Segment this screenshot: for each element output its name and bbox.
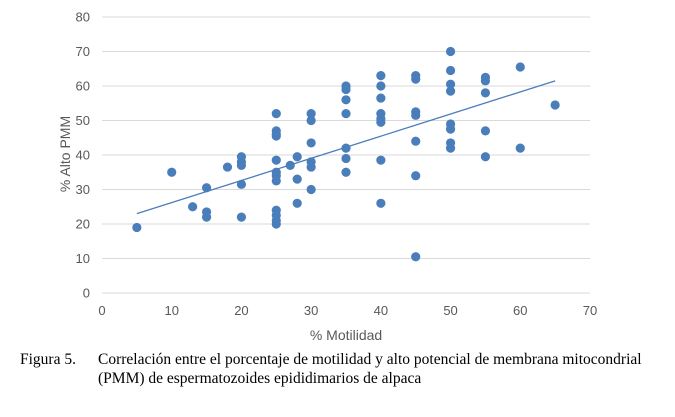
data-point xyxy=(306,115,316,126)
data-point xyxy=(341,153,351,164)
scatter-chart: 0 10 20 30 40 50 60 70 0 10 20 30 40 50 60 70 80 % Moti… xyxy=(57,10,597,344)
data-point xyxy=(285,160,295,170)
data-point xyxy=(550,100,560,110)
data-point xyxy=(271,176,281,186)
data-point xyxy=(341,167,351,177)
figure-caption: Figura 5. Correlación entre el porcentaje… xyxy=(20,350,670,388)
x-tick-label: 60 xyxy=(513,303,527,318)
data-point xyxy=(201,183,212,193)
data-point xyxy=(292,198,302,208)
data-point xyxy=(480,152,491,162)
data-point xyxy=(292,174,302,184)
data-point xyxy=(236,160,247,170)
data-point xyxy=(236,212,247,222)
data-point xyxy=(445,143,456,153)
data-point xyxy=(306,138,316,148)
x-tick-label: 20 xyxy=(234,303,248,318)
data-point xyxy=(167,167,177,177)
data-point xyxy=(445,79,456,89)
data-point xyxy=(306,162,316,172)
caption-text: Correlación entre el porcentaje de motil… xyxy=(98,351,642,387)
data-point xyxy=(480,76,491,86)
data-point xyxy=(341,109,351,119)
data-point xyxy=(271,219,281,229)
data-point xyxy=(271,131,281,141)
data-point xyxy=(271,109,281,119)
data-point xyxy=(445,46,456,57)
x-tick-label: 0 xyxy=(98,303,105,318)
y-tick-label: 20 xyxy=(76,217,90,232)
data-point xyxy=(222,162,233,172)
x-axis-title: % Motilidad xyxy=(310,327,382,343)
data-points xyxy=(132,46,560,262)
x-tick-label: 30 xyxy=(304,303,318,318)
data-point xyxy=(445,124,456,134)
data-point xyxy=(411,110,421,120)
data-point xyxy=(132,222,142,233)
data-point xyxy=(411,136,421,146)
data-point xyxy=(376,117,386,127)
data-point xyxy=(236,179,247,189)
data-point xyxy=(411,74,421,84)
data-point xyxy=(341,95,351,105)
data-point xyxy=(376,93,386,103)
y-tick-label: 30 xyxy=(76,182,90,197)
y-tick-label: 70 xyxy=(76,44,90,59)
data-point xyxy=(306,109,316,119)
data-point xyxy=(515,62,525,72)
data-point xyxy=(306,184,316,195)
y-tick-label: 10 xyxy=(76,251,90,266)
data-point xyxy=(445,65,456,76)
data-point xyxy=(480,88,491,98)
data-point xyxy=(376,198,386,208)
data-point xyxy=(341,84,351,95)
data-point xyxy=(376,81,386,91)
data-point xyxy=(515,143,525,153)
y-tick-label: 0 xyxy=(83,286,90,301)
data-point xyxy=(376,71,386,81)
data-point xyxy=(201,212,212,222)
y-tick-labels: 0 10 20 30 40 50 60 70 80 xyxy=(76,10,90,301)
data-point xyxy=(445,86,456,96)
data-point xyxy=(411,252,421,262)
x-tick-label: 70 xyxy=(583,303,597,318)
y-axis-title: % Alto PMM xyxy=(57,116,73,192)
y-tick-label: 60 xyxy=(76,79,90,94)
data-point xyxy=(188,202,198,212)
caption-label: Figura 5. xyxy=(20,351,76,368)
y-tick-label: 80 xyxy=(76,10,90,25)
x-tick-labels: 0 10 20 30 40 50 60 70 xyxy=(98,303,597,318)
x-tick-label: 40 xyxy=(374,303,388,318)
x-tick-label: 10 xyxy=(164,303,178,318)
data-point xyxy=(376,155,386,165)
data-point xyxy=(271,155,281,165)
data-point xyxy=(480,126,491,136)
gridlines xyxy=(102,16,590,259)
data-point xyxy=(411,171,421,181)
y-tick-label: 50 xyxy=(76,113,90,128)
data-point xyxy=(341,143,351,153)
y-tick-label: 40 xyxy=(76,148,90,163)
x-tick-label: 50 xyxy=(443,303,457,318)
data-point xyxy=(292,152,302,162)
